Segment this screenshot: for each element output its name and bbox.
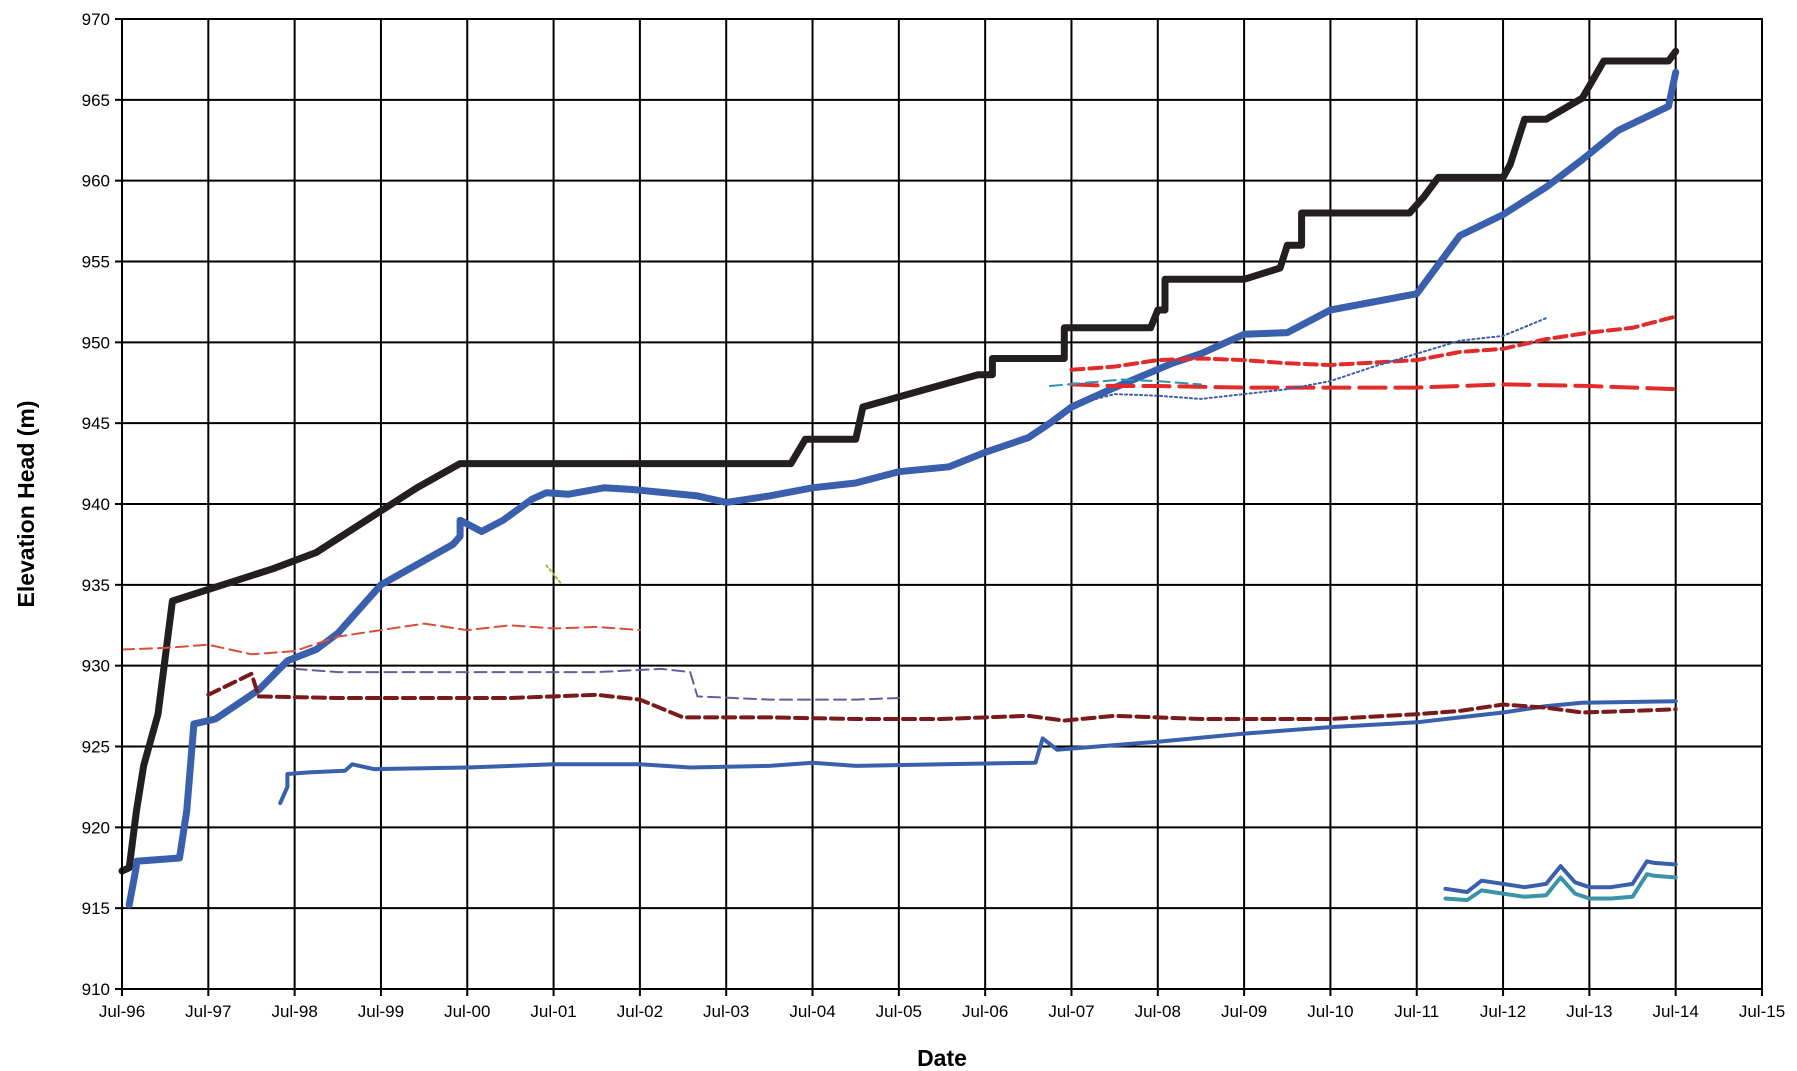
y-tick-label: 940 [82, 495, 110, 514]
y-tick-label: 955 [82, 253, 110, 272]
y-tick-label: 910 [82, 980, 110, 999]
y-axis-title: Elevation Head (m) [13, 400, 39, 607]
series-line-13 [1443, 872, 1678, 903]
x-tick-label: Jul-00 [444, 1002, 490, 1021]
y-tick-label: 950 [82, 333, 110, 352]
y-tick-label: 930 [82, 657, 110, 676]
x-tick-label: Jul-11 [1394, 1002, 1439, 1021]
y-tick-label: 965 [82, 91, 110, 110]
series-line-10 [1048, 378, 1202, 387]
series-line-6 [293, 667, 900, 701]
y-tick-label: 960 [82, 172, 110, 191]
gridlines [115, 18, 1763, 996]
y-tick-labels: 910 915 920 925 930 935 940 945 950 955 960 965 970 [82, 10, 110, 999]
x-tick-label: Jul-05 [876, 1002, 922, 1021]
series-line-8 [1069, 314, 1678, 372]
x-tick-labels: Jul-96 Jul-97 Jul-98 Jul-99 Jul-00 Jul-01 Jul-… [99, 1002, 1785, 1021]
x-tick-label: Jul-97 [185, 1002, 231, 1021]
x-tick-label: Jul-07 [1048, 1002, 1094, 1021]
x-tick-label: Jul-15 [1739, 1002, 1785, 1021]
y-tick-label: 945 [82, 414, 110, 433]
series-line-1 [118, 47, 1680, 875]
x-tick-label: Jul-08 [1135, 1002, 1181, 1021]
series-line-9 [1069, 382, 1678, 392]
x-tick-label: Jul-10 [1307, 1002, 1353, 1021]
y-tick-label: 970 [82, 10, 110, 29]
series-lines [118, 47, 1680, 909]
series-line-3 [278, 699, 1678, 806]
x-tick-label: Jul-06 [962, 1002, 1008, 1021]
x-tick-label: Jul-14 [1653, 1002, 1699, 1021]
series-line-7 [545, 564, 562, 585]
y-tick-label: 920 [82, 818, 110, 837]
y-tick-label: 935 [82, 576, 110, 595]
x-tick-label: Jul-03 [703, 1002, 749, 1021]
series-line-4 [206, 671, 1678, 723]
series-line-2 [125, 68, 1680, 909]
x-tick-label: Jul-04 [789, 1002, 835, 1021]
x-tick-label: Jul-96 [99, 1002, 145, 1021]
series-line-12 [1443, 859, 1678, 894]
y-tick-label: 925 [82, 738, 110, 757]
x-axis-title: Date [917, 1045, 967, 1071]
x-tick-label: Jul-13 [1566, 1002, 1612, 1021]
x-tick-label: Jul-12 [1480, 1002, 1526, 1021]
series-line-11 [1070, 317, 1548, 407]
x-tick-label: Jul-02 [617, 1002, 663, 1021]
series-line-5 [121, 622, 641, 656]
plot-frame [121, 18, 1763, 990]
x-tick-label: Jul-99 [358, 1002, 404, 1021]
x-tick-label: Jul-09 [1221, 1002, 1267, 1021]
y-tick-label: 915 [82, 899, 110, 918]
x-tick-label: Jul-98 [271, 1002, 317, 1021]
x-tick-label: Jul-01 [530, 1002, 576, 1021]
